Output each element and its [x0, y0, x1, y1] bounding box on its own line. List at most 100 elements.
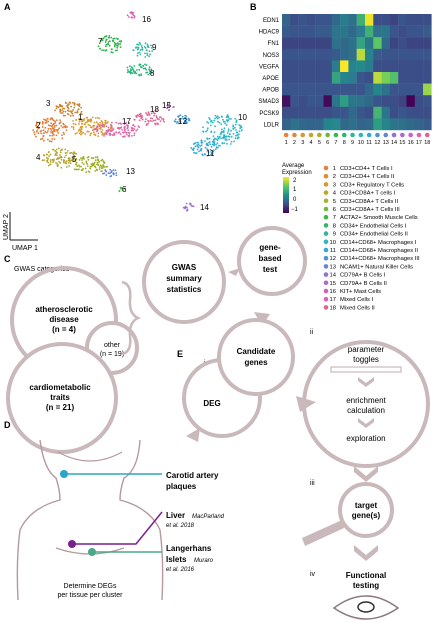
umap-point [72, 114, 75, 117]
legend-dot [323, 231, 329, 236]
umap-point [55, 124, 58, 127]
umap-point [84, 121, 87, 124]
umap-point [220, 115, 223, 118]
umap-point [213, 144, 215, 147]
umap-point [132, 49, 135, 52]
heatmap-cell [282, 37, 291, 49]
umap-point [97, 45, 100, 48]
langerhans-ref-2: et al. 2016 [166, 567, 195, 573]
umap-point [85, 116, 88, 119]
colorbar-tick-minus1: −1 [291, 207, 299, 213]
umap-point [94, 117, 97, 119]
umap-point [108, 172, 111, 175]
umap-point [178, 122, 180, 125]
umap-point [62, 110, 65, 113]
panel-d-letter: D [4, 420, 11, 430]
heatmap-cell [406, 106, 415, 119]
umap-point [100, 130, 103, 133]
umap-point [110, 170, 113, 173]
umap-point [54, 125, 56, 127]
liver-ref-2: et al. 2018 [166, 523, 195, 529]
umap-point [52, 119, 55, 122]
umap-point [49, 124, 51, 127]
heatmap-cell [323, 48, 332, 61]
umap-point [104, 119, 107, 122]
umap-cluster-label: 15 [162, 101, 171, 110]
umap-point [142, 67, 145, 70]
umap-point [89, 134, 92, 137]
umap-point [186, 208, 189, 211]
heatmap-cell [331, 37, 341, 49]
legend-dot [323, 214, 329, 220]
gene-based-label-2: based [258, 254, 281, 263]
umap-point [77, 168, 80, 171]
umap-point [82, 163, 85, 166]
heatmap-gene-label: FN1 [268, 41, 280, 47]
umap-point [72, 128, 75, 130]
umap-point [216, 142, 219, 145]
umap-point [61, 137, 64, 140]
umap-point [47, 138, 49, 141]
umap-point [110, 36, 113, 39]
umap-point [49, 153, 52, 156]
umap-point [131, 67, 134, 69]
umap-point [223, 134, 226, 136]
umap-point [81, 159, 83, 161]
heatmap-cell [298, 118, 308, 131]
umap-point [104, 169, 107, 171]
umap-point [213, 119, 216, 122]
step-ii-label: ii [310, 329, 314, 336]
umap-point [71, 112, 74, 115]
dish-outline-icon [332, 595, 400, 620]
cardiometabolic-label-2: traits [50, 393, 70, 402]
umap-point [230, 129, 232, 132]
umap-point [114, 44, 116, 46]
legend-label: Mixed Cells I [340, 297, 374, 303]
umap-point [141, 115, 144, 117]
umap-point [41, 126, 44, 128]
heatmap-cell [398, 72, 407, 84]
umap-point [145, 68, 148, 71]
umap-point [111, 51, 114, 54]
legend-dot [323, 182, 329, 187]
umap-point [101, 39, 104, 42]
umap-point [130, 16, 133, 19]
cardiometabolic-label-1: cardiometabolic [29, 383, 91, 392]
umap-point [138, 115, 141, 118]
umap-point [133, 134, 136, 137]
heatmap-cell [356, 83, 366, 96]
heatmap-column-label: 12 [374, 140, 380, 146]
heatmap-column-label: 16 [408, 140, 414, 146]
heatmap-column-dot [341, 132, 347, 138]
umap-point [60, 134, 63, 137]
umap-point [215, 143, 217, 146]
umap-point [57, 157, 60, 160]
umap-point [96, 129, 99, 131]
heatmap-cell [389, 95, 399, 107]
umap-point [82, 155, 85, 158]
heatmap-gene-label: LDLR [264, 122, 280, 128]
legend-number: 2 [333, 174, 336, 180]
umap-point [59, 110, 61, 113]
umap-point [212, 138, 215, 141]
heatmap-cell [389, 118, 399, 131]
heatmap-cell [381, 60, 391, 73]
umap-point [129, 68, 132, 70]
umap-point [207, 122, 210, 124]
umap-point [142, 64, 144, 67]
umap-point [59, 154, 61, 156]
heatmap-gene-labels: EDN1 HDAC9 FN1 NOS3 VEGFA APOE APOB SMAD3 PCSK9 L… [258, 18, 279, 128]
umap-point [105, 43, 108, 46]
umap-point [97, 135, 100, 138]
umap-point [102, 160, 105, 163]
umap-point [112, 169, 115, 172]
umap-point [46, 130, 49, 132]
umap-point [199, 145, 202, 147]
umap-point [75, 157, 78, 160]
heatmap-cell [315, 60, 324, 73]
umap-point [51, 131, 54, 133]
umap-point [50, 131, 52, 133]
workflow-circle [302, 340, 430, 468]
umap-point [113, 173, 115, 175]
umap-point [141, 116, 143, 119]
